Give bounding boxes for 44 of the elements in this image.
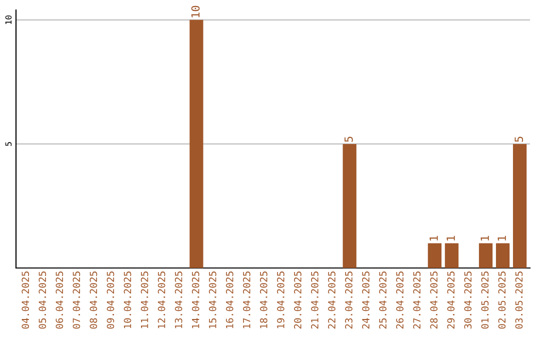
data-label: 1 xyxy=(430,236,438,240)
x-tick-label: 14.04.2025 xyxy=(192,272,200,328)
x-tick-label: 19.04.2025 xyxy=(277,272,284,328)
bar xyxy=(190,20,204,268)
x-tick-label: 29.04.2025 xyxy=(447,272,455,329)
data-label: 1 xyxy=(480,236,489,240)
data-label: 10 xyxy=(191,6,200,18)
x-tick-label: 17.04.2025 xyxy=(242,272,250,328)
x-tick-label: 25.04.2025 xyxy=(379,272,386,329)
data-label: 5 xyxy=(514,136,524,142)
x-tick-label: 28.04.2025 xyxy=(430,272,438,329)
x-tick-label: 09.04.2025 xyxy=(106,272,114,329)
x-tick-label: 02.05.2025 xyxy=(498,272,506,329)
x-tick-label: 22.04.2025 xyxy=(328,272,336,329)
x-tick-label: 16.04.2025 xyxy=(226,272,234,328)
x-tick-label: 11.04.2025 xyxy=(140,272,148,328)
x-tick-label: 01.05.2025 xyxy=(481,272,489,329)
bar xyxy=(428,243,442,268)
x-tick-label: 12.04.2025 xyxy=(158,272,166,328)
bar xyxy=(342,144,356,268)
x-tick-label: 23.04.2025 xyxy=(345,272,352,329)
x-tick-label: 21.04.2025 xyxy=(311,272,318,329)
bar xyxy=(496,243,510,268)
data-label: 5 xyxy=(344,136,353,142)
x-tick-label: 20.04.2025 xyxy=(294,272,302,329)
x-tick-label: 10.04.2025 xyxy=(124,272,132,328)
x-tick-label: 15.04.2025 xyxy=(208,272,216,328)
bar xyxy=(512,144,527,268)
x-tick-label: 07.04.2025 xyxy=(72,272,80,329)
x-tick-label: 03.05.2025 xyxy=(515,272,523,329)
x-tick-label: 26.04.2025 xyxy=(396,272,404,329)
x-tick-label: 06.04.2025 xyxy=(56,272,64,329)
x-tick-label: 08.04.2025 xyxy=(90,272,98,329)
data-label: 1 xyxy=(446,236,455,240)
x-tick-label: 24.04.2025 xyxy=(362,272,370,329)
x-tick-label: 27.04.2025 xyxy=(413,272,421,329)
x-tick-label: 04.04.2025 xyxy=(22,272,30,329)
bar xyxy=(478,243,493,268)
data-label: 1 xyxy=(498,236,506,240)
x-tick-label: 30.04.2025 xyxy=(464,272,472,329)
x-tick-label: 18.04.2025 xyxy=(260,272,268,328)
x-tick-label: 13.04.2025 xyxy=(174,272,182,328)
x-tick-label: 05.04.2025 xyxy=(38,272,46,329)
bar xyxy=(444,243,459,268)
